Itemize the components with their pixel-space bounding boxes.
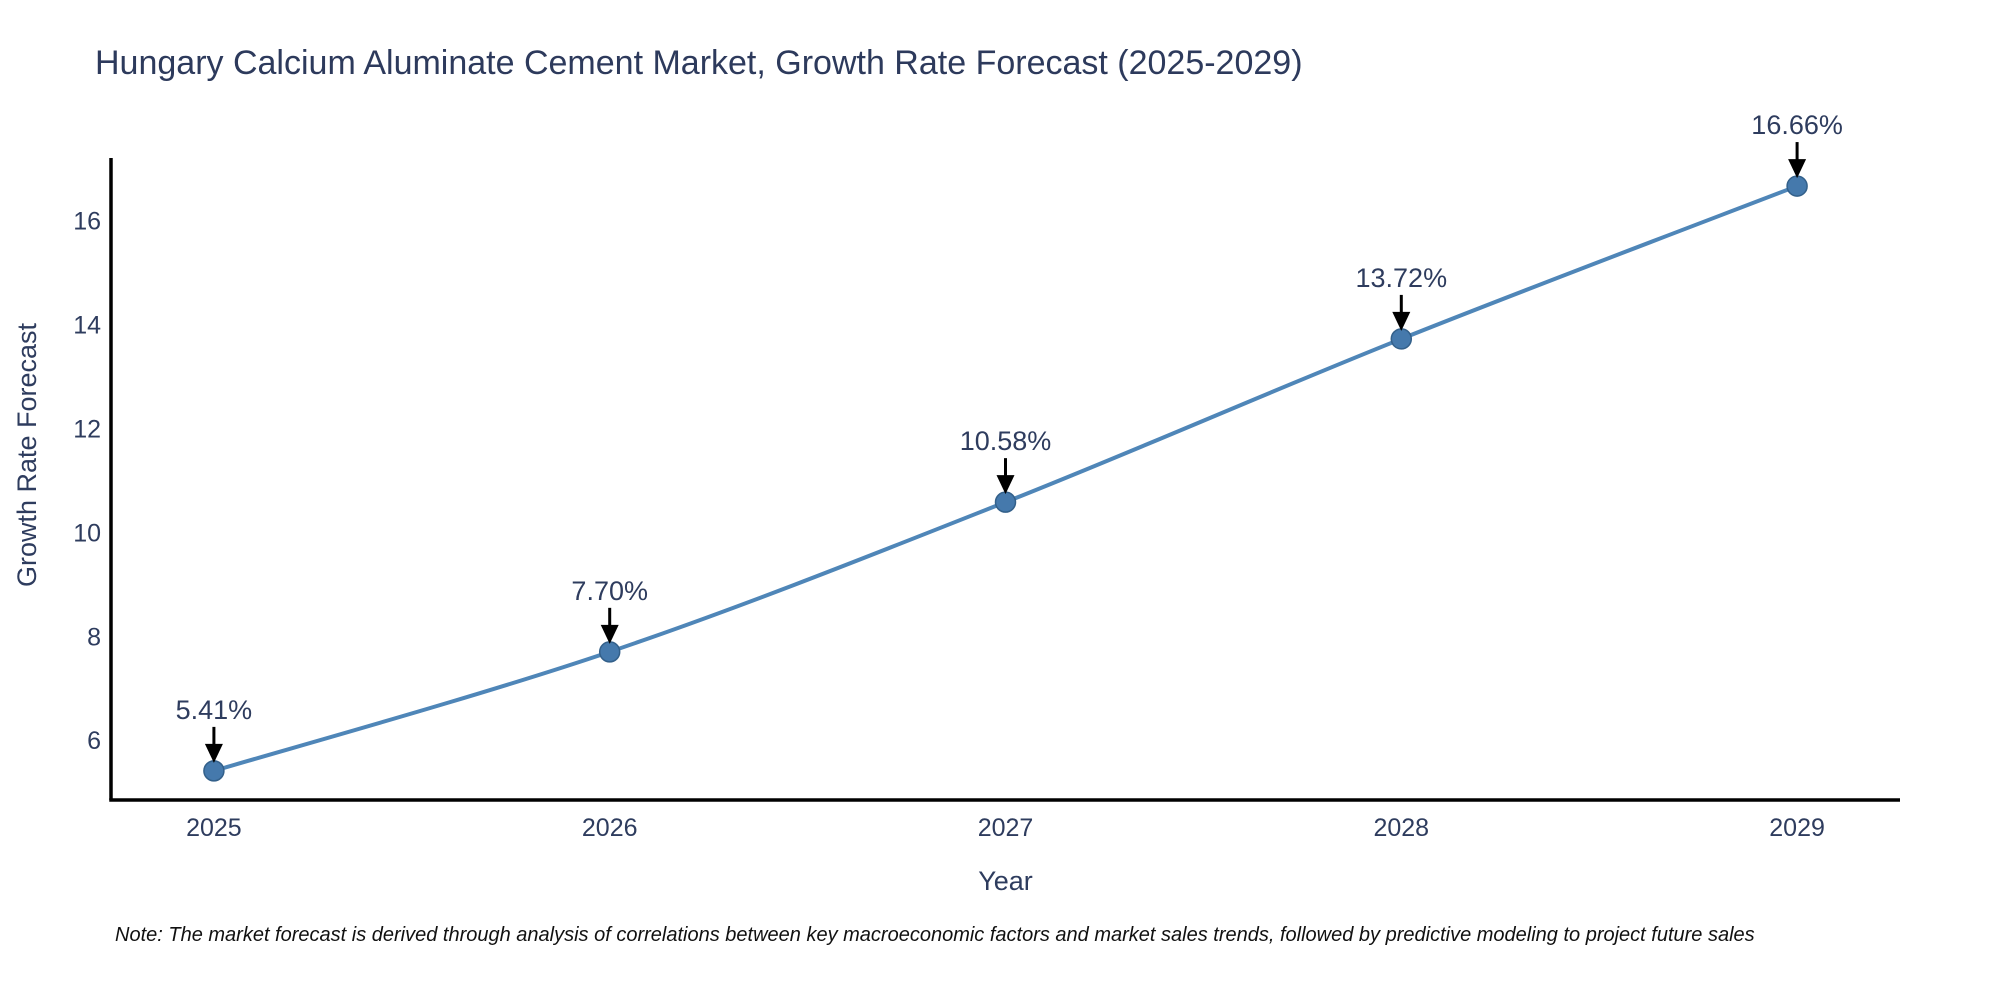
annotation-label: 16.66% — [1751, 110, 1843, 140]
annotation-arrowhead-icon — [204, 743, 223, 763]
x-tick-label: 2028 — [1373, 814, 1429, 842]
x-tick-label: 2027 — [978, 814, 1034, 842]
annotation-arrowhead-icon — [996, 475, 1015, 495]
annotation-label: 10.58% — [960, 426, 1052, 456]
chart-title: Hungary Calcium Aluminate Cement Market,… — [95, 44, 1303, 82]
y-tick-label: 16 — [73, 207, 101, 235]
data-point-marker — [1786, 175, 1808, 197]
annotation-label: 5.41% — [176, 695, 253, 725]
data-point-marker — [994, 491, 1017, 513]
annotation-label: 7.70% — [571, 576, 648, 606]
data-point-marker — [203, 760, 225, 782]
y-axis-title: Growth Rate Forecast — [12, 322, 42, 587]
data-point-marker — [598, 641, 621, 663]
y-tick-label: 6 — [87, 727, 101, 755]
y-tick-label: 14 — [73, 311, 101, 339]
footnote: Note: The market forecast is derived thr… — [115, 924, 1755, 946]
annotation-label: 13.72% — [1356, 263, 1448, 293]
y-tick-label: 8 — [87, 623, 101, 651]
y-tick-label: 12 — [73, 415, 101, 443]
x-tick-label: 2025 — [186, 814, 242, 842]
annotation-arrowhead-icon — [1392, 311, 1411, 331]
data-point-marker — [1390, 328, 1413, 350]
annotation-arrowhead-icon — [600, 624, 619, 644]
x-tick-label: 2029 — [1769, 814, 1825, 842]
x-tick-label: 2026 — [582, 814, 638, 842]
y-tick-label: 10 — [73, 519, 101, 547]
annotation-arrowhead-icon — [1788, 159, 1807, 179]
x-axis-title: Year — [978, 866, 1033, 896]
